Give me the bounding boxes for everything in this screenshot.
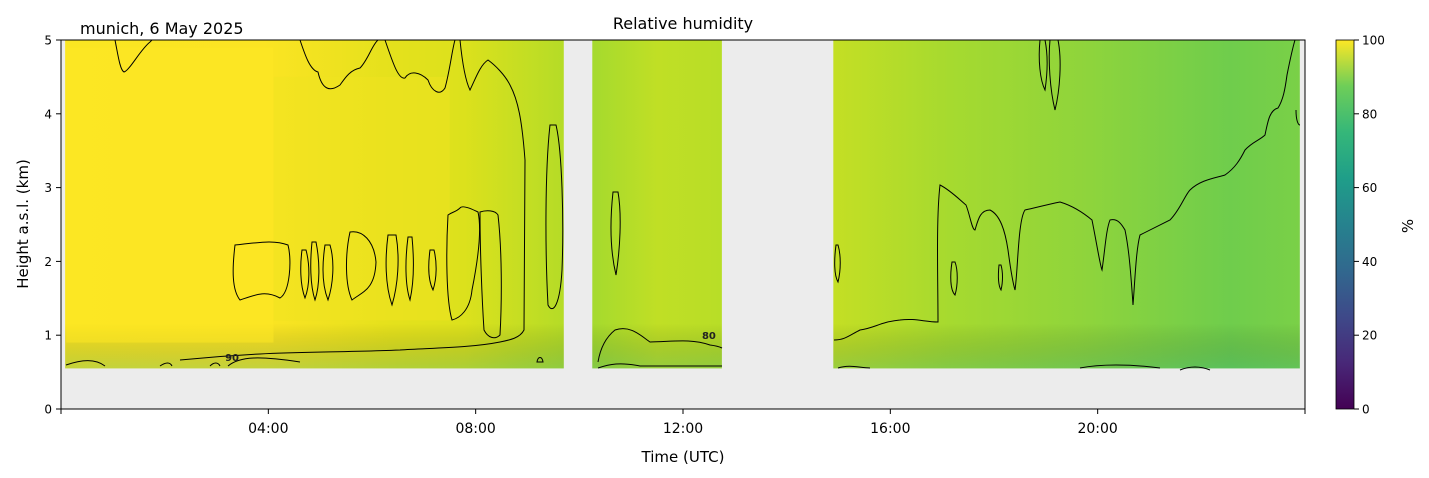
y-tick-label-2: 1 [44, 329, 52, 343]
contour-path-1 [114, 39, 153, 73]
colorbar-ticks: 0 20 40 60 80 100 [1354, 34, 1385, 417]
cb-tick-label-5: 80 [1362, 107, 1377, 121]
y-axis: 0 1 2 3 4 5 [44, 34, 61, 417]
surface-band-3 [833, 323, 1300, 369]
contour-path-16 [65, 357, 301, 367]
contour-path-13 [446, 206, 481, 321]
y-axis-label: Height a.s.l. (km) [14, 159, 32, 289]
x-axis-label: Time (UTC) [641, 448, 725, 466]
contour-path-14 [479, 210, 502, 339]
contour-path-9 [345, 231, 377, 301]
moist-core [66, 47, 274, 343]
contour-path-7 [310, 241, 320, 302]
contour-path-15 [545, 124, 564, 310]
contour-path-3 [384, 39, 456, 93]
cb-tick-label-1: 0 [1362, 403, 1370, 417]
x-tick-label-1: 04:00 [248, 421, 288, 437]
contour-path-19 [597, 328, 723, 363]
contour-path-21 [834, 244, 841, 284]
contour-path-10 [385, 234, 399, 307]
contour-path-28 [837, 364, 1211, 371]
contour-path-12 [428, 249, 437, 292]
contour-lines [65, 39, 1301, 371]
contour-path-8 [322, 244, 334, 302]
contour-label-2: 80 [702, 331, 716, 342]
x-tick-label-4: 16:00 [870, 421, 910, 437]
chart-title: Relative humidity [613, 14, 753, 33]
contour-path-4 [179, 39, 526, 361]
y-tick-label-3: 2 [44, 255, 52, 269]
rh-data-segments [65, 40, 1300, 369]
colorbar-gradient [1335, 39, 1355, 410]
x-tick-label-5: 20:00 [1077, 421, 1117, 437]
y-tick-label-6: 5 [44, 34, 52, 48]
contour-label-1: 90 [225, 353, 239, 364]
y-tick-label-5: 4 [44, 107, 52, 121]
contour-path-27 [1295, 109, 1301, 126]
contour-path-25 [950, 261, 958, 296]
x-tick-label-2: 08:00 [455, 421, 495, 437]
contour-path-26 [997, 264, 1003, 292]
contour-path-18 [610, 191, 621, 276]
contour-path-6 [300, 249, 310, 300]
contour-path-23 [1048, 39, 1061, 111]
contour-path-20 [597, 363, 722, 369]
colorbar: 0 20 40 60 80 100 % [1335, 34, 1417, 417]
location-date-label: munich, 6 May 2025 [80, 19, 244, 38]
data-segment-2 [592, 40, 722, 369]
contour-path-11 [405, 236, 414, 302]
cb-tick-label-3: 40 [1362, 255, 1377, 269]
x-tick-label-3: 12:00 [663, 421, 703, 437]
moist-core-2 [273, 76, 450, 321]
cb-tick-label-4: 60 [1362, 181, 1377, 195]
x-axis: 04:00 08:00 12:00 16:00 20:00 [60, 409, 1306, 437]
y-tick-label-4: 3 [44, 181, 52, 195]
contour-labels: 90 80 [225, 331, 716, 364]
contour-path-5 [232, 241, 291, 301]
y-tick-label-1: 0 [44, 403, 52, 417]
cb-tick-label-6: 100 [1362, 34, 1385, 48]
contour-path-2 [299, 39, 379, 90]
contour-path-17 [536, 357, 544, 363]
cb-tick-label-2: 20 [1362, 329, 1377, 343]
contour-path-22 [1038, 39, 1048, 92]
colorbar-label: % [1399, 219, 1417, 233]
contour-path-24 [833, 39, 1296, 341]
